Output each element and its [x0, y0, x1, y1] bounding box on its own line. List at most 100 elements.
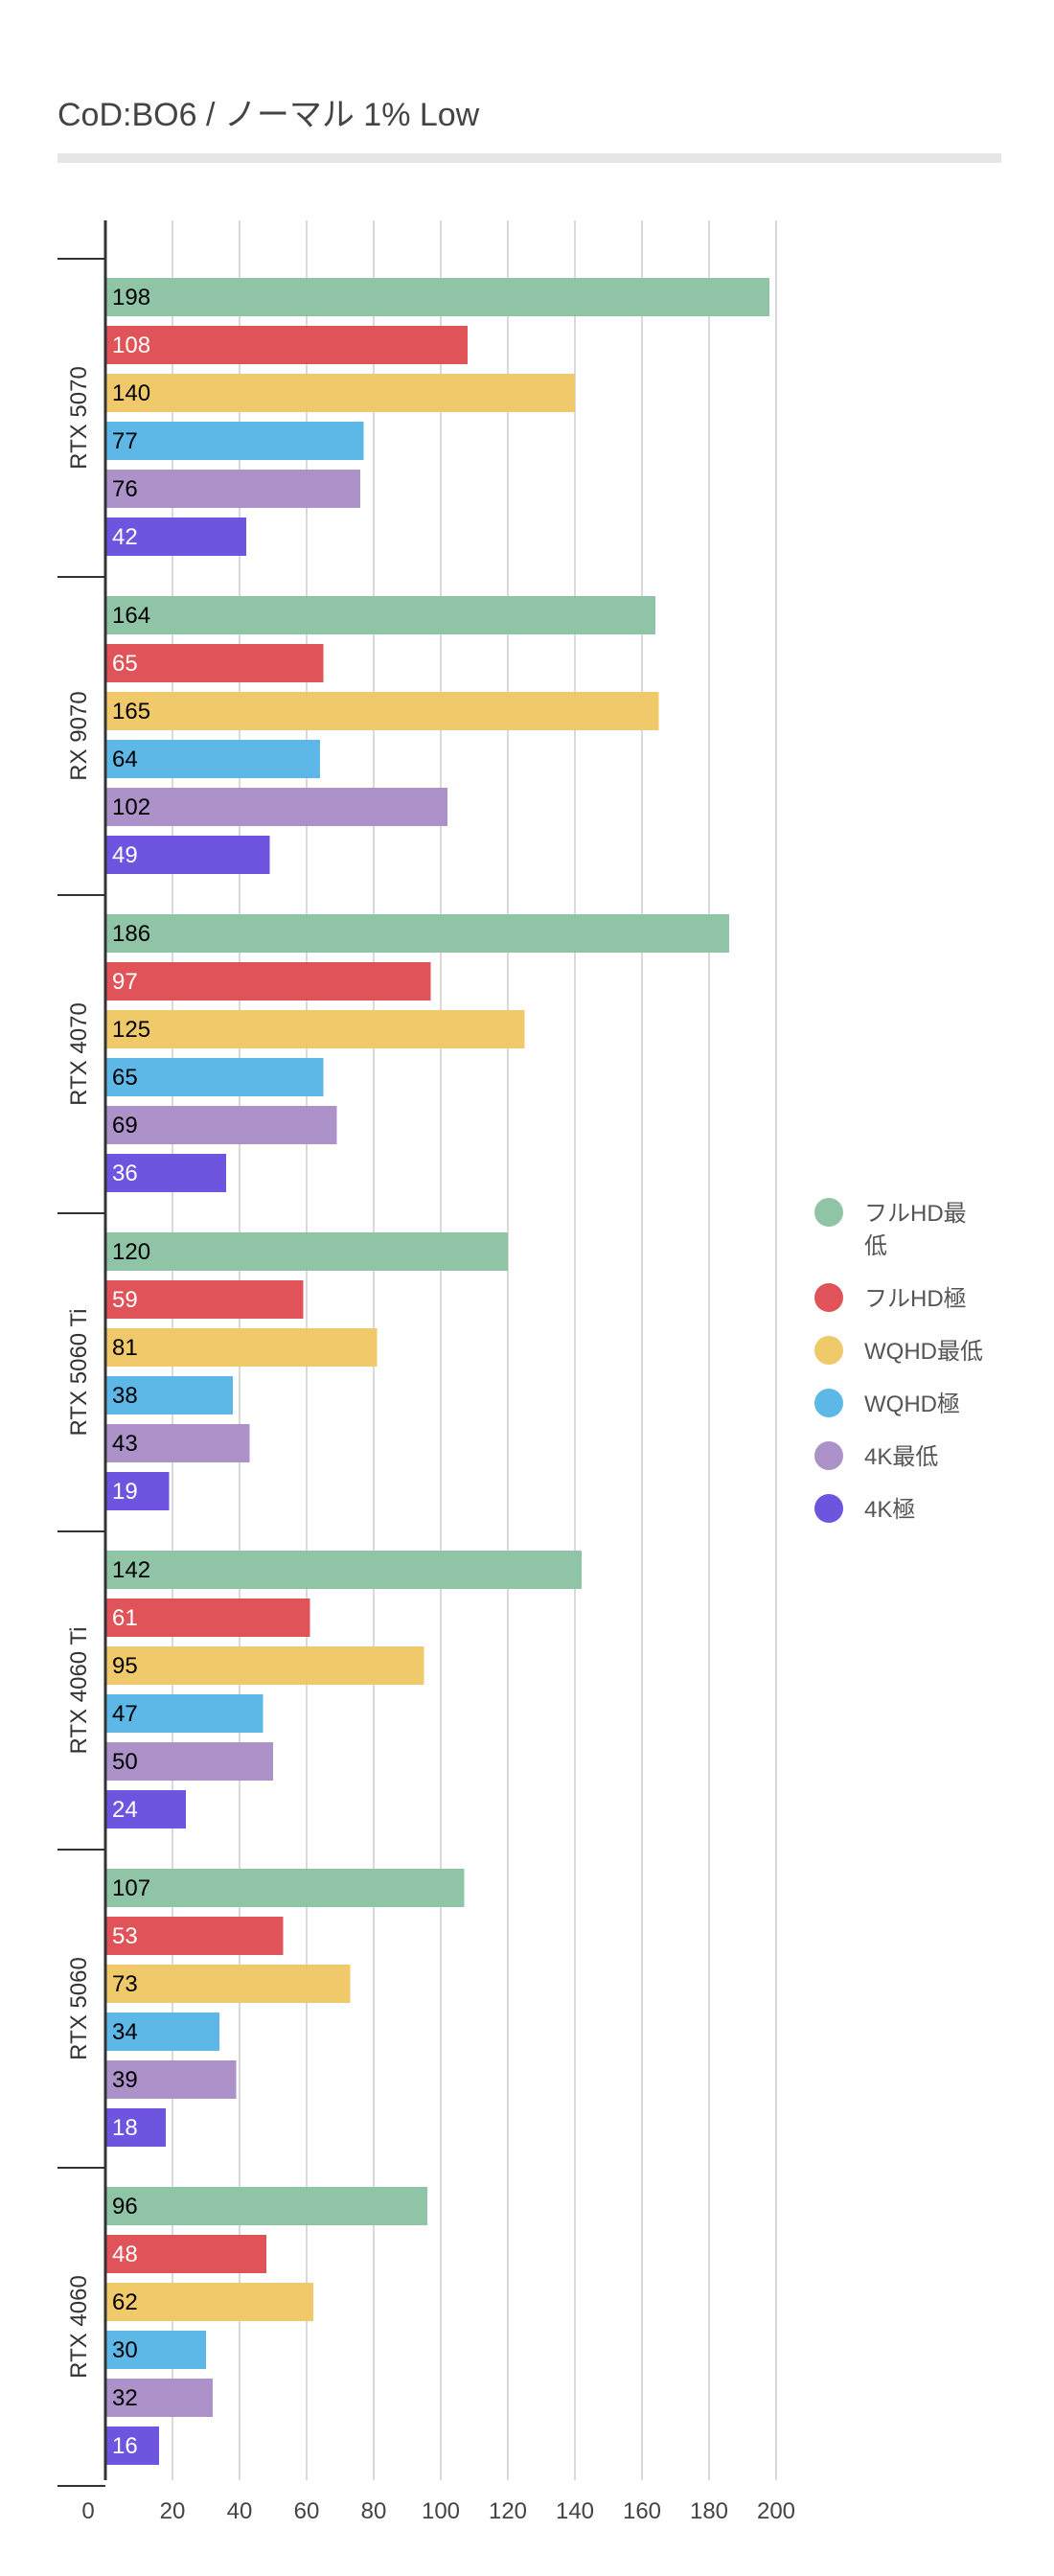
- bar-value-label: 81: [112, 1335, 138, 1361]
- legend-item: フルHD最低: [814, 1198, 1044, 1263]
- bar: [105, 596, 655, 634]
- bar: [105, 2379, 213, 2417]
- bar: [105, 644, 324, 682]
- bar-value-label: 50: [112, 1749, 138, 1775]
- bar: [105, 2012, 219, 2051]
- bar: [105, 1424, 250, 1462]
- category-label: RTX 4060 Ti: [66, 1627, 92, 1755]
- bar: [105, 2331, 206, 2369]
- legend-item: 4K最低: [814, 1441, 1044, 1474]
- bar-group: 142 61 95 47 50 24: [105, 1551, 582, 1828]
- bar: [105, 326, 468, 364]
- legend-label: 4K極: [864, 1497, 916, 1523]
- x-tick-label: 80: [361, 2498, 387, 2524]
- bar: [105, 1694, 264, 1733]
- x-tick-label: 40: [227, 2498, 253, 2524]
- legend-swatch: [814, 1283, 843, 1312]
- x-tick-label: 0: [81, 2498, 94, 2524]
- bar: [105, 962, 431, 1000]
- x-tick-label: 120: [489, 2498, 527, 2524]
- legend: フルHD最低フルHD極 WQHD最低 WQHD極 4K最低 4K極: [814, 1198, 1044, 1547]
- legend-item: フルHD極: [814, 1283, 1044, 1316]
- bar-value-label: 30: [112, 2337, 138, 2363]
- bar: [105, 1058, 324, 1096]
- legend-item: WQHD最低: [814, 1336, 1044, 1368]
- bar-value-label: 102: [112, 794, 150, 820]
- legend-swatch: [814, 1441, 843, 1470]
- legend-swatch: [814, 1198, 843, 1227]
- bar: [105, 1154, 226, 1192]
- legend-swatch: [814, 1494, 843, 1523]
- bar: [105, 1598, 310, 1637]
- bar-value-label: 48: [112, 2242, 138, 2267]
- legend-label: WQHD最低: [864, 1339, 983, 1365]
- bar: [105, 2426, 159, 2465]
- bar: [105, 1280, 304, 1319]
- category-label: RTX 4060: [66, 2275, 92, 2379]
- bar: [105, 1328, 378, 1367]
- bar-value-label: 140: [112, 380, 150, 406]
- legend-label: フルHD極: [864, 1286, 967, 1312]
- bar-value-label: 49: [112, 842, 138, 868]
- bar-value-label: 198: [112, 285, 150, 310]
- bar-group: 198 108 140 77 76 42: [105, 278, 769, 556]
- legend-label: WQHD極: [864, 1392, 960, 1417]
- bar: [105, 1742, 273, 1781]
- bar-value-label: 47: [112, 1701, 138, 1727]
- bar-value-label: 38: [112, 1383, 138, 1409]
- x-tick-label: 100: [422, 2498, 460, 2524]
- bar-value-label: 95: [112, 1653, 138, 1679]
- bar: [105, 1376, 233, 1414]
- bar-value-label: 34: [112, 2019, 138, 2045]
- bar: [105, 2108, 166, 2147]
- legend-swatch: [814, 1336, 843, 1365]
- bar: [105, 518, 246, 556]
- chart-title: CoD:BO6 / ノーマル 1% Low: [57, 97, 480, 133]
- bar: [105, 1551, 582, 1589]
- legend-item: WQHD極: [814, 1389, 1044, 1421]
- bar: [105, 1646, 424, 1685]
- bar-value-label: 165: [112, 699, 150, 724]
- bar-group: 107 53 73 34 39 18: [105, 1869, 465, 2147]
- bar-value-label: 24: [112, 1797, 138, 1823]
- bar: [105, 2235, 266, 2273]
- bar: [105, 914, 729, 953]
- bar-value-label: 142: [112, 1557, 150, 1583]
- bar: [105, 692, 659, 730]
- bar-value-label: 42: [112, 524, 138, 550]
- legend-swatch: [814, 1389, 843, 1417]
- x-tick-label: 60: [294, 2498, 320, 2524]
- bar-value-label: 59: [112, 1287, 138, 1313]
- bar-value-label: 36: [112, 1161, 138, 1186]
- bar-value-label: 61: [112, 1605, 138, 1631]
- bar-value-label: 69: [112, 1113, 138, 1138]
- bar-value-label: 32: [112, 2385, 138, 2411]
- bar-value-label: 96: [112, 2194, 138, 2220]
- category-label: RX 9070: [66, 691, 92, 780]
- bar: [105, 374, 575, 412]
- x-tick-label: 140: [556, 2498, 594, 2524]
- x-tick-label: 180: [690, 2498, 728, 2524]
- bar-value-label: 64: [112, 747, 138, 772]
- legend-label: フルHD最低: [864, 1201, 967, 1259]
- bar-group: 186 97 125 65 69 36: [105, 914, 729, 1192]
- category-label: RTX 5070: [66, 366, 92, 470]
- bar-value-label: 65: [112, 651, 138, 677]
- bar-value-label: 53: [112, 1923, 138, 1949]
- legend-item: 4K極: [814, 1494, 1044, 1527]
- bar: [105, 1965, 351, 2003]
- bar: [105, 278, 769, 316]
- bar-group: 120 59 81 38 43 19: [105, 1232, 508, 1510]
- bar-value-label: 19: [112, 1479, 138, 1505]
- bar-value-label: 16: [112, 2433, 138, 2459]
- bar: [105, 2187, 427, 2225]
- bar: [105, 1232, 508, 1271]
- bar-group: 96 48 62 30 32 16: [105, 2187, 427, 2465]
- bar: [105, 422, 364, 460]
- bar-value-label: 120: [112, 1239, 150, 1265]
- bar: [105, 836, 270, 874]
- category-label: RTX 5060 Ti: [66, 1309, 92, 1437]
- bar-value-label: 62: [112, 2289, 138, 2315]
- bar: [105, 740, 320, 778]
